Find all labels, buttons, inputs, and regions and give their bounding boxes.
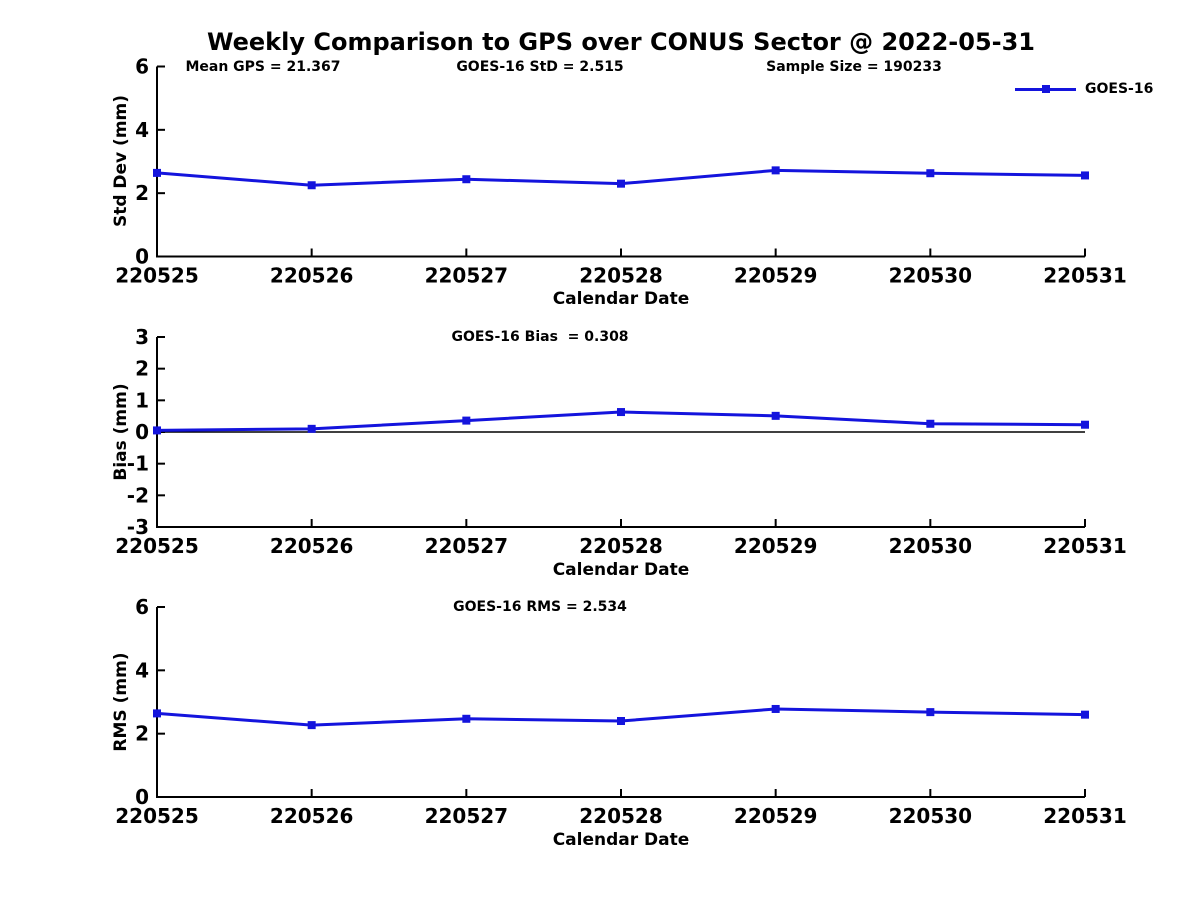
x-tick-label: 220528 bbox=[579, 264, 663, 288]
y-tick-label: 0 bbox=[135, 245, 149, 269]
annotation-mean-gps: Mean GPS = 21.367 bbox=[185, 59, 341, 75]
data-point-marker bbox=[462, 175, 471, 184]
x-tick-label: 220531 bbox=[1043, 264, 1127, 288]
x-tick-label: 220531 bbox=[1043, 534, 1127, 558]
legend: GOES-16 bbox=[1015, 81, 1153, 97]
x-tick-label: 220529 bbox=[734, 804, 818, 828]
y-tick-label: -1 bbox=[127, 452, 149, 476]
annotation-goes16-std: GOES-16 StD = 2.515 bbox=[456, 59, 624, 75]
x-tick-label: 220525 bbox=[115, 264, 199, 288]
x-tick-label: 220526 bbox=[270, 804, 354, 828]
data-point-marker bbox=[1081, 420, 1089, 429]
x-tick-label: 220530 bbox=[889, 534, 973, 558]
x-tick-label: 220530 bbox=[889, 264, 973, 288]
data-point-marker bbox=[153, 709, 161, 718]
xlabel-calendar-date-middle: Calendar Date bbox=[552, 560, 690, 580]
x-tick-label: 220528 bbox=[579, 804, 663, 828]
xlabel-calendar-date-bottom: Calendar Date bbox=[552, 830, 690, 850]
ylabel-std-dev: Std Dev (mm) bbox=[111, 94, 131, 228]
x-tick-label: 220530 bbox=[889, 804, 973, 828]
x-tick-label: 220525 bbox=[115, 804, 199, 828]
data-point-marker bbox=[617, 408, 625, 417]
data-point-marker bbox=[462, 714, 471, 723]
y-tick-label: 6 bbox=[135, 55, 149, 79]
y-tick-label: 0 bbox=[135, 785, 149, 809]
xlabel-calendar-date-top: Calendar Date bbox=[552, 289, 690, 309]
x-tick-label: 220525 bbox=[115, 534, 199, 558]
y-tick-label: 4 bbox=[135, 658, 149, 682]
x-tick-label: 220527 bbox=[425, 534, 509, 558]
data-point-marker bbox=[771, 166, 780, 175]
y-tick-label: 4 bbox=[135, 118, 149, 142]
x-tick-label: 220531 bbox=[1043, 804, 1127, 828]
x-tick-label: 220527 bbox=[425, 264, 509, 288]
y-tick-label: -3 bbox=[127, 515, 149, 539]
data-point-marker bbox=[307, 721, 316, 730]
y-tick-label: 2 bbox=[135, 722, 149, 746]
y-tick-label: 1 bbox=[135, 388, 149, 412]
data-point-marker bbox=[153, 426, 161, 435]
ylabel-rms: RMS (mm) bbox=[111, 652, 131, 752]
axis-lines bbox=[156, 607, 1085, 798]
data-point-marker bbox=[307, 424, 316, 433]
data-point-marker bbox=[617, 717, 625, 725]
legend-line-sample bbox=[1015, 85, 1076, 93]
x-tick-label: 220526 bbox=[270, 264, 354, 288]
data-point-marker bbox=[1081, 710, 1089, 719]
x-tick-label: 220527 bbox=[425, 804, 509, 828]
axis-lines bbox=[156, 66, 1085, 258]
x-tick-label: 220529 bbox=[734, 534, 818, 558]
x-tick-label: 220526 bbox=[270, 534, 354, 558]
annotation-sample-size: Sample Size = 190233 bbox=[766, 59, 942, 75]
legend-label: GOES-16 bbox=[1085, 81, 1154, 97]
annotation-goes16-rms: GOES-16 RMS = 2.534 bbox=[453, 599, 627, 615]
data-point-marker bbox=[771, 704, 780, 713]
x-tick-label: 220528 bbox=[579, 534, 663, 558]
y-tick-label: 3 bbox=[135, 325, 149, 349]
x-tick-label: 220529 bbox=[734, 264, 818, 288]
data-point-marker bbox=[771, 411, 780, 420]
y-tick-label: 0 bbox=[135, 420, 149, 444]
data-point-marker bbox=[307, 181, 316, 190]
y-tick-label: 2 bbox=[135, 357, 149, 381]
y-tick-label: 2 bbox=[135, 181, 149, 205]
ylabel-bias: Bias (mm) bbox=[111, 383, 131, 481]
data-point-marker bbox=[926, 708, 935, 717]
data-point-marker bbox=[462, 416, 471, 425]
data-point-marker bbox=[926, 169, 935, 178]
legend-square-marker-icon bbox=[1041, 85, 1050, 93]
data-point-marker bbox=[153, 168, 161, 177]
data-point-marker bbox=[617, 179, 625, 188]
y-tick-label: 6 bbox=[135, 595, 149, 619]
data-point-marker bbox=[1081, 171, 1089, 180]
data-point-marker bbox=[926, 419, 935, 428]
annotation-goes16-bias: GOES-16 Bias = 0.308 bbox=[451, 329, 629, 345]
y-tick-label: -2 bbox=[127, 483, 149, 507]
figure-title: Weekly Comparison to GPS over CONUS Sect… bbox=[206, 28, 1035, 56]
